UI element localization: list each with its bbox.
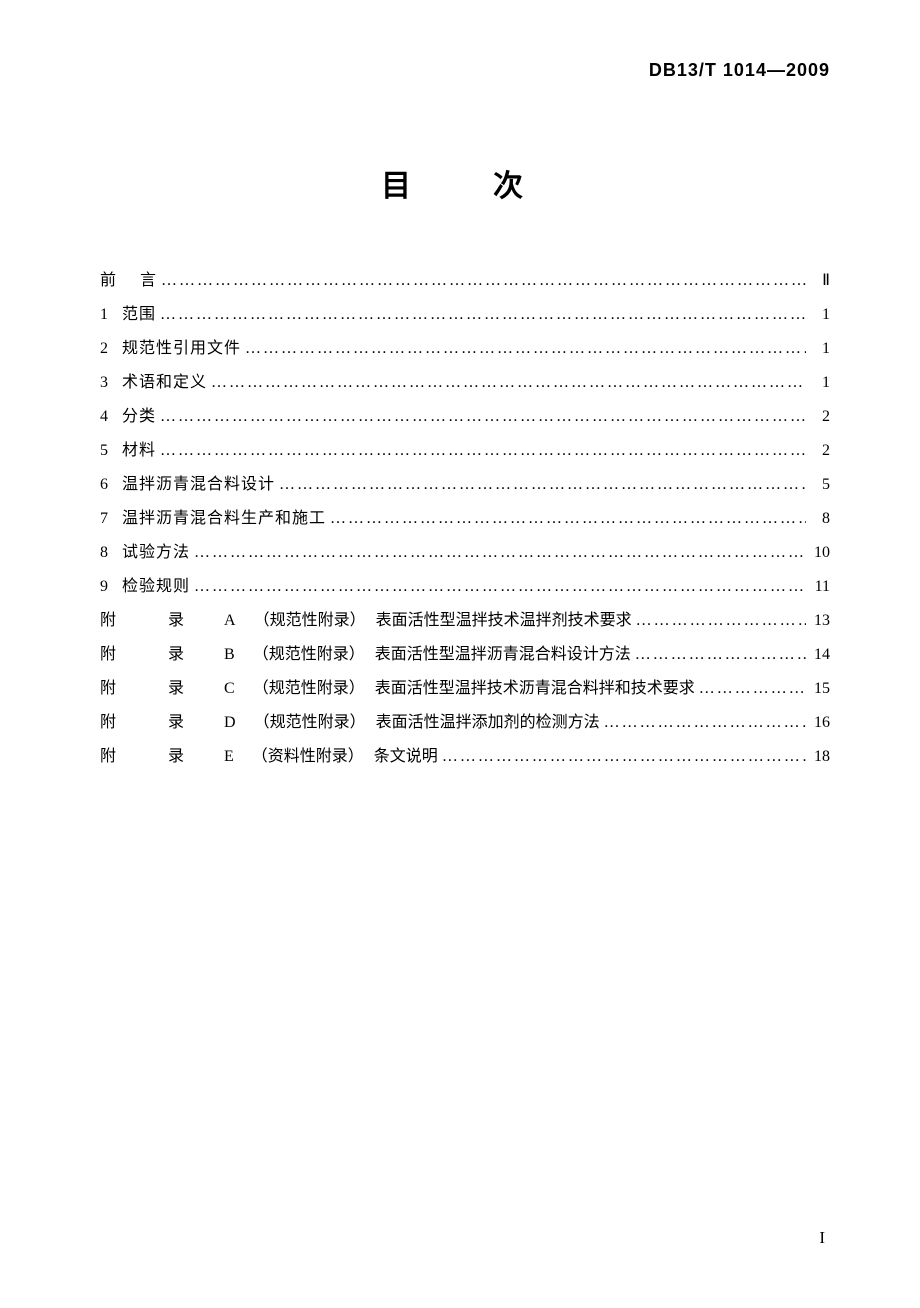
toc-section-num: 7 [100,503,122,535]
toc-appendix-type: （规范性附录） [253,673,365,705]
toc-section-num: 8 [100,537,122,569]
toc-dots: …………………………………………………………………………………………………………… [194,537,806,569]
toc-section-page: 1 [810,367,830,399]
toc-appendix-type: （资料性附录） [252,741,364,773]
toc-dots: …………………………………………………………………………………………………………… [604,707,806,739]
toc-section-page: 1 [810,299,830,331]
toc-appendix-row: 附 录 A （规范性附录） 表面活性型温拌技术温拌剂技术要求 ………………………… [100,605,830,637]
toc-appendix-prefix: 附 录 A [100,605,254,637]
toc-row: 4 分类 ……………………………………………………………………………………………… [100,401,830,433]
toc-appendix-row: 附 录 B （规范性附录） 表面活性型温拌沥青混合料设计方法 ………………………… [100,639,830,671]
toc-section-label: 温拌沥青混合料生产和施工 [122,503,326,535]
toc-row: 6 温拌沥青混合料设计 …………………………………………………………………………… [100,469,830,501]
toc-dots: …………………………………………………………………………………………………………… [211,367,806,399]
toc-dots: …………………………………………………………………………………………………………… [636,605,806,637]
toc-appendix-type: （规范性附录） [254,707,366,739]
toc-appendix-prefix: 附 录 E [100,741,252,773]
toc-section-num: 1 [100,299,122,331]
toc-section-num: 6 [100,469,122,501]
toc-title: 目 次 [100,161,830,205]
toc-row: 9 检验规则 ………………………………………………………………………………………… [100,571,830,603]
toc-dots: …………………………………………………………………………………………………………… [160,299,806,331]
toc-section-label: 检验规则 [122,571,190,603]
toc-section-page: 5 [810,469,830,501]
toc-row: 7 温拌沥青混合料生产和施工 …………………………………………………………………… [100,503,830,535]
toc-section-label: 分类 [122,401,156,433]
toc-section-label: 温拌沥青混合料设计 [122,469,275,501]
toc-preface-label: 言 [140,265,157,297]
toc-appendix-type: （规范性附录） [253,639,365,671]
toc-appendix-page: 16 [810,707,830,739]
toc-dots: …………………………………………………………………………………………………………… [279,469,806,501]
toc-appendix-page: 15 [810,673,830,705]
toc-appendix-title: 表面活性型温拌技术沥青混合料拌和技术要求 [375,673,695,705]
toc-preface-page: Ⅱ [810,265,830,297]
toc-dots: …………………………………………………………………………………………………………… [442,741,806,773]
toc-section-num: 2 [100,333,122,365]
standard-code-header: DB13/T 1014—2009 [100,60,830,81]
toc-section-page: 2 [810,435,830,467]
toc-row-preface: 前 言 ………………………………………………………………………………………………… [100,265,830,297]
toc-section-label: 试验方法 [122,537,190,569]
toc-dots: …………………………………………………………………………………………………………… [194,571,806,603]
toc-section-label: 范围 [122,299,156,331]
page-number: I [819,1228,825,1248]
toc-appendix-prefix: 附 录 D [100,707,254,739]
toc-appendix-prefix: 附 录 B [100,639,253,671]
toc-dots: …………………………………………………………………………………………………………… [245,333,806,365]
toc-dots: …………………………………………………………………………………………………………… [160,435,806,467]
toc-section-page: 8 [810,503,830,535]
toc-section-page: 10 [810,537,830,569]
toc-section-page: 11 [810,571,830,603]
toc-dots: …………………………………………………………………………………………………………… [160,401,806,433]
toc-appendix-page: 13 [810,605,830,637]
toc-section-num: 4 [100,401,122,433]
toc-appendix-title: 表面活性型温拌技术温拌剂技术要求 [376,605,632,637]
toc-appendix-page: 14 [810,639,830,671]
toc-preface-num: 前 [100,265,140,297]
toc-dots: …………………………………………………………………………………………………………… [635,639,806,671]
toc-section-label: 规范性引用文件 [122,333,241,365]
toc-appendix-title: 表面活性型温拌沥青混合料设计方法 [375,639,631,671]
toc-dots: …………………………………………………………………………………………………………… [699,673,806,705]
toc-section-label: 材料 [122,435,156,467]
toc-dots: …………………………………………………………………………………………………………… [330,503,806,535]
toc-appendix-prefix: 附 录 C [100,673,253,705]
toc-row: 5 材料 ……………………………………………………………………………………………… [100,435,830,467]
toc-section-num: 9 [100,571,122,603]
toc-appendix-row: 附 录 E （资料性附录） 条文说明 ………………………………………………………… [100,741,830,773]
toc-section-num: 5 [100,435,122,467]
table-of-contents: 前 言 ………………………………………………………………………………………………… [100,265,830,773]
toc-appendix-page: 18 [810,741,830,773]
toc-appendix-type: （规范性附录） [254,605,366,637]
toc-section-page: 2 [810,401,830,433]
toc-row: 8 试验方法 ………………………………………………………………………………………… [100,537,830,569]
toc-row: 2 规范性引用文件 ………………………………………………………………………………… [100,333,830,365]
toc-appendix-row: 附 录 C （规范性附录） 表面活性型温拌技术沥青混合料拌和技术要求 ……………… [100,673,830,705]
toc-section-num: 3 [100,367,122,399]
page-container: DB13/T 1014—2009 目 次 前 言 ………………………………………… [0,0,920,815]
toc-appendix-row: 附 录 D （规范性附录） 表面活性温拌添加剂的检测方法 ……………………………… [100,707,830,739]
toc-row: 3 术语和定义 ……………………………………………………………………………………… [100,367,830,399]
toc-dots: …………………………………………………………………………………………………………… [161,265,806,297]
toc-appendix-title: 条文说明 [374,741,438,773]
toc-section-page: 1 [810,333,830,365]
toc-row: 1 范围 ……………………………………………………………………………………………… [100,299,830,331]
toc-section-label: 术语和定义 [122,367,207,399]
toc-appendix-title: 表面活性温拌添加剂的检测方法 [376,707,600,739]
